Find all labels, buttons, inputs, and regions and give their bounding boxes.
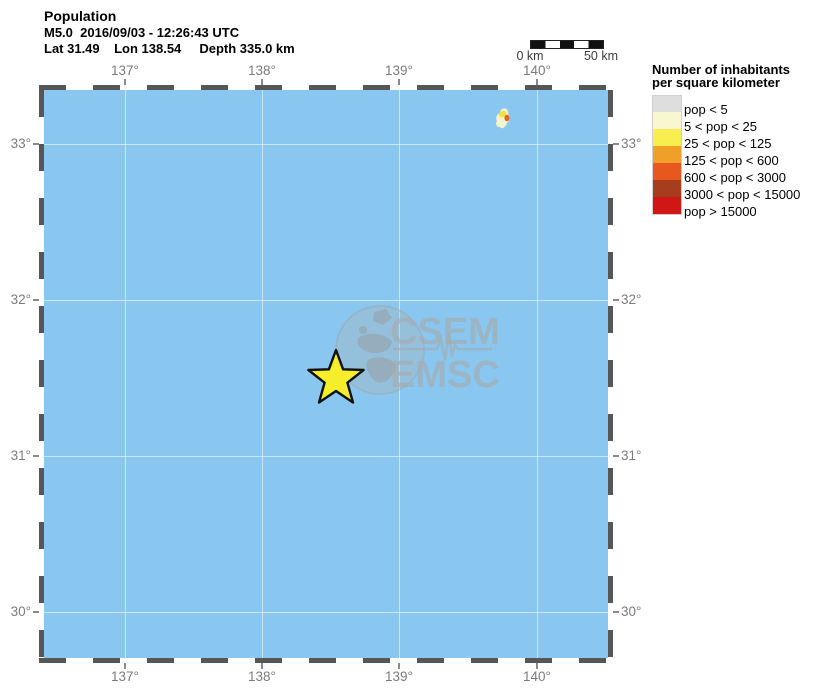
gridline-lon-138 (262, 90, 263, 658)
legend-title-line2: per square kilometer (652, 74, 780, 90)
gridline-lon-140 (537, 90, 538, 658)
legend-title-line1: Number of inhabitants (652, 62, 790, 77)
map-border-right (608, 90, 613, 658)
gridline-lat-32 (44, 300, 608, 301)
tick (33, 299, 39, 301)
legend-swatch (652, 197, 682, 215)
event-magnitude-datetime: M5.0 2016/09/03 - 12:26:43 UTC (44, 25, 240, 40)
lon-label-top: 139° (385, 63, 413, 78)
legend-swatch (652, 112, 682, 129)
island-shape (492, 106, 518, 136)
tick (613, 143, 619, 145)
gridline-lat-30 (44, 612, 608, 613)
seismogram-icon (393, 332, 492, 361)
lat-label-left: 33° (10, 136, 31, 151)
lat-label-left: 32° (10, 292, 31, 307)
tick (613, 455, 619, 457)
legend-swatch (652, 180, 682, 197)
lon-label-top: 137° (111, 63, 139, 78)
map-border-left (39, 90, 44, 658)
legend-label: 600 < pop < 3000 (684, 170, 786, 185)
lon-label-top: 138° (248, 63, 276, 78)
tick (261, 663, 263, 669)
tick (261, 79, 263, 85)
tick (613, 299, 619, 301)
lon-label-top: 140° (523, 63, 551, 78)
watermark-csem-text: CSEM (390, 311, 500, 353)
lat-label-right: 31° (621, 448, 642, 463)
map-border-bottom (39, 658, 613, 663)
legend-label: 5 < pop < 25 (684, 119, 758, 134)
lon-label-bottom: 137° (111, 669, 139, 684)
scale-zero-label: 0 km (516, 49, 544, 63)
tick (33, 143, 39, 145)
lat-label-left: 30° (10, 604, 31, 619)
tick (536, 663, 538, 669)
legend-label: 25 < pop < 125 (684, 136, 772, 151)
tick (33, 611, 39, 613)
gridline-lat-33 (44, 144, 608, 145)
legend-label: 125 < pop < 600 (684, 153, 779, 168)
watermark-emsc-text: EMSC (390, 354, 500, 396)
lat-label-right: 33° (621, 136, 642, 151)
tick (536, 79, 538, 85)
map-border-top (39, 85, 613, 90)
gridline-lat-31 (44, 456, 608, 457)
scale-fifty-label: 50 km (583, 49, 619, 63)
gridline-lon-139 (399, 90, 400, 658)
legend-label: pop > 15000 (684, 204, 757, 219)
epicenter-star-icon (304, 347, 368, 411)
lat-label-left: 31° (10, 448, 31, 463)
watermark: CSEM EMSC (330, 300, 510, 400)
lon-label-bottom: 138° (248, 669, 276, 684)
event-coordinates-depth: Lat 31.49 Lon 138.54 Depth 335.0 km (44, 41, 295, 56)
lon-label-bottom: 140° (523, 669, 551, 684)
tick (124, 79, 126, 85)
legend-swatch (652, 129, 682, 146)
map-ocean: CSEM EMSC (44, 90, 608, 658)
tick (613, 611, 619, 613)
lon-label-bottom: 139° (385, 669, 413, 684)
gridline-lon-137 (125, 90, 126, 658)
legend-title: Number of inhabitants per square kilomet… (652, 62, 790, 90)
tick (33, 455, 39, 457)
legend-swatch (652, 163, 682, 180)
legend-swatch (652, 146, 682, 163)
tick (124, 663, 126, 669)
legend-label: pop < 5 (684, 102, 728, 117)
tick (398, 663, 400, 669)
tick (398, 79, 400, 85)
legend-label: 3000 < pop < 15000 (684, 187, 801, 202)
lat-label-right: 32° (621, 292, 642, 307)
page-title: Population (44, 8, 117, 24)
lat-label-right: 30° (621, 604, 642, 619)
map-scale-bar (530, 40, 604, 49)
legend-swatch (652, 95, 682, 113)
